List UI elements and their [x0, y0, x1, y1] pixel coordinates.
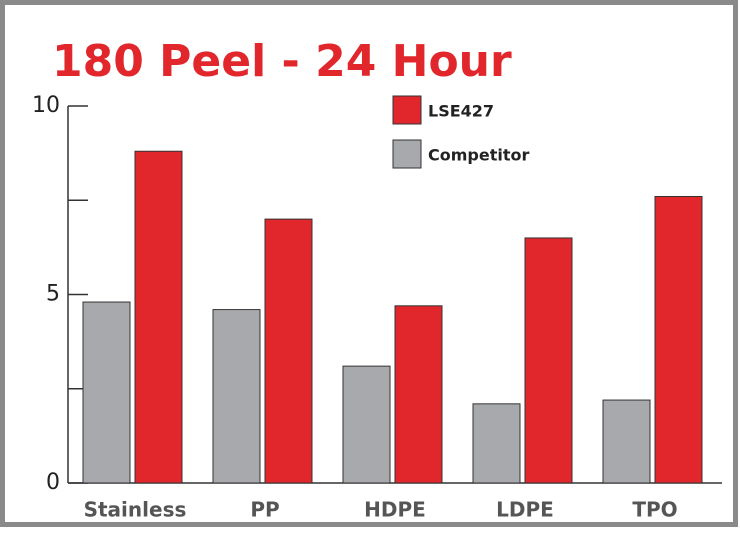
y-tick-label: 0 — [46, 470, 60, 495]
bar — [524, 237, 573, 484]
bar — [212, 309, 261, 484]
y-tick-label: 10 — [32, 93, 60, 118]
bar — [654, 195, 703, 484]
bar — [82, 301, 131, 484]
x-tick-label: PP — [250, 498, 279, 522]
chart-title: 180 Peel - 24 Hour — [52, 36, 512, 87]
x-tick-label: HDPE — [364, 498, 426, 522]
bar — [134, 150, 183, 484]
bar — [264, 218, 313, 484]
x-tick-label: TPO — [632, 498, 677, 522]
legend-swatch — [392, 95, 422, 125]
legend-swatch — [392, 139, 422, 169]
bar — [472, 403, 521, 484]
legend-label: Competitor — [428, 146, 529, 165]
y-tick-label: 5 — [46, 282, 60, 307]
bar — [394, 305, 443, 484]
x-tick-label: Stainless — [84, 498, 187, 522]
legend-label: LSE427 — [428, 102, 494, 121]
x-tick-label: LDPE — [496, 498, 554, 522]
bar — [602, 399, 651, 484]
bar — [342, 365, 391, 484]
